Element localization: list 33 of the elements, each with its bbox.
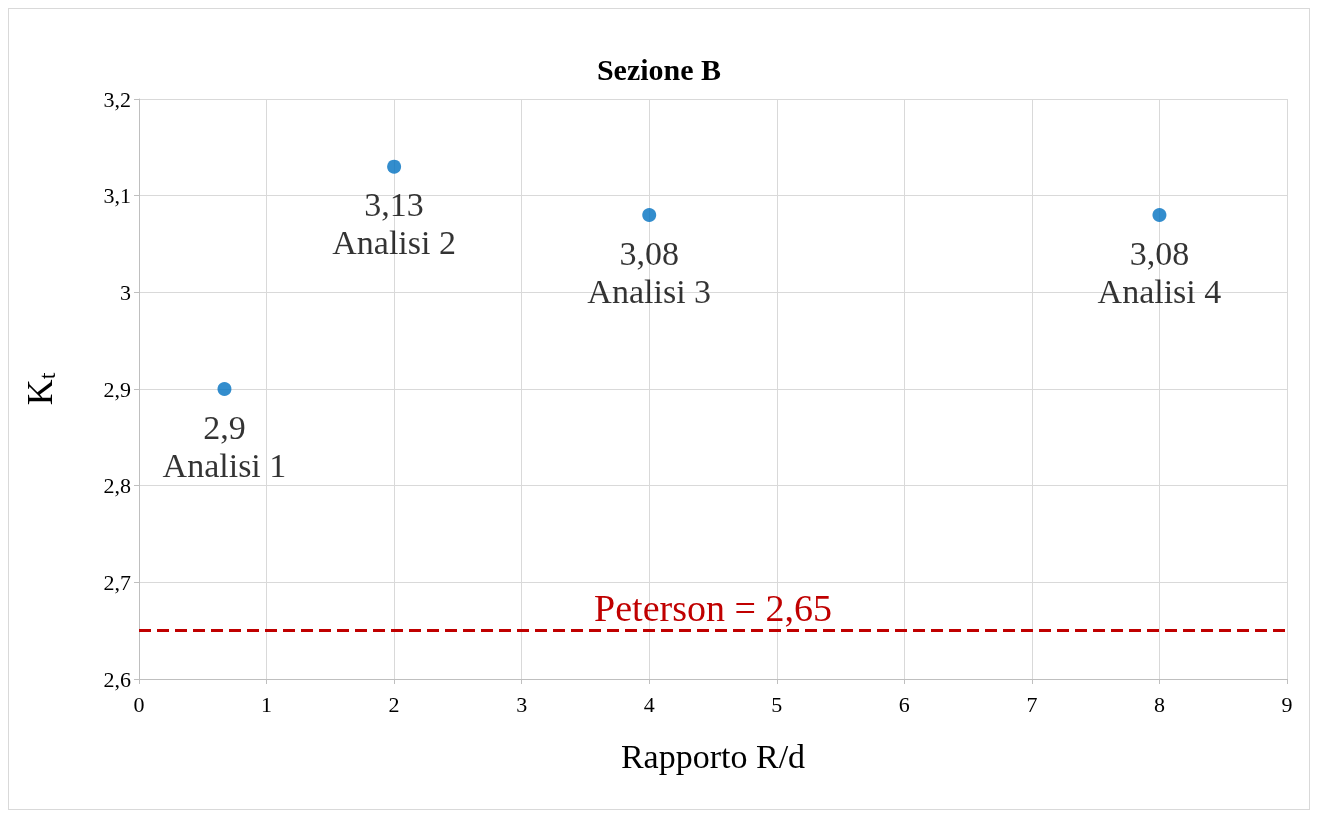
data-label: 3,08 [1129,234,1190,272]
x-tick-label: 2 [388,691,400,717]
x-tick-label: 4 [643,691,655,717]
data-label: 2,9 [203,408,246,446]
x-tick-label: 6 [898,691,910,717]
data-label: 3,13 [364,186,424,224]
annotation: Analisi 2 [332,224,456,262]
x-tick-label: 3 [516,691,528,717]
y-tick-label: 2,8 [103,473,131,499]
x-tick-label: 0 [133,691,145,717]
x-tick-label: 5 [771,691,783,717]
point [387,159,402,174]
x-tick-label: 8 [1153,691,1165,717]
ref-line-label: Peterson = 2,65 [594,586,832,629]
y-tick-label: 2,6 [103,666,131,692]
annotation: Analisi 1 [162,446,287,484]
y-tick-label: 3 [120,279,131,305]
point [642,208,657,222]
x-tick-label: 9 [1281,691,1293,717]
annotation: Analisi 4 [1097,272,1222,310]
annotation: Analisi 3 [587,272,712,310]
data-label: 3,08 [619,234,679,272]
y-tick-label: 3,2 [103,86,131,112]
point [1152,208,1167,222]
y-axis-title: Kt [20,372,60,406]
x-axis-title: Rapporto R/d [620,737,806,775]
point [217,382,232,396]
y-tick-label: 2,7 [103,569,131,595]
x-tick-label: 7 [1026,691,1038,717]
chart-title: Sezione B [596,52,722,86]
y-tick-label: 3,1 [103,183,131,209]
y-tick-label: 2,9 [103,376,131,402]
x-tick-label: 1 [261,691,273,717]
